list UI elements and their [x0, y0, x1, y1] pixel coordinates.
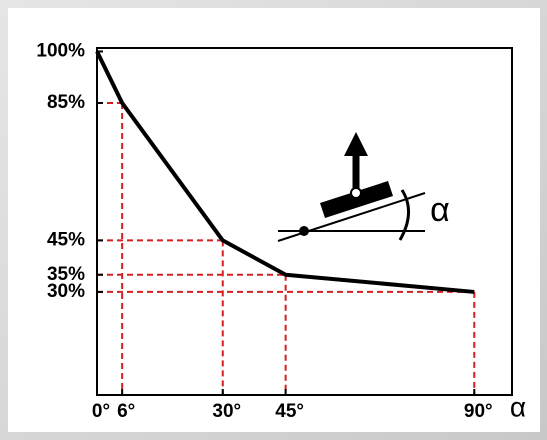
y-tick-label: 30% [47, 281, 85, 302]
y-tick-label: 45% [47, 229, 85, 250]
x-tick-label: 6° [117, 401, 135, 422]
x-tick-label: 90° [464, 401, 493, 422]
panel [8, 8, 540, 432]
x-tick-label: 0° [92, 401, 110, 422]
inset-diagram: α [277, 132, 450, 242]
inset-arrow-head [344, 132, 368, 156]
x-tick-label: 45° [275, 401, 304, 422]
inset-pivot [299, 226, 309, 236]
y-tick-label: 85% [47, 92, 85, 113]
x-tick-label: 30° [212, 401, 241, 422]
y-tick-label: 35% [47, 264, 85, 285]
x-axis-label: α [510, 391, 526, 422]
inset-block [320, 181, 393, 218]
inset-angle-arc [398, 189, 410, 241]
y-tick-label: 100% [36, 40, 85, 61]
data-line [95, 50, 475, 294]
plot-frame [96, 47, 513, 396]
inset-joint [350, 187, 362, 199]
inset-label: α [430, 191, 450, 229]
